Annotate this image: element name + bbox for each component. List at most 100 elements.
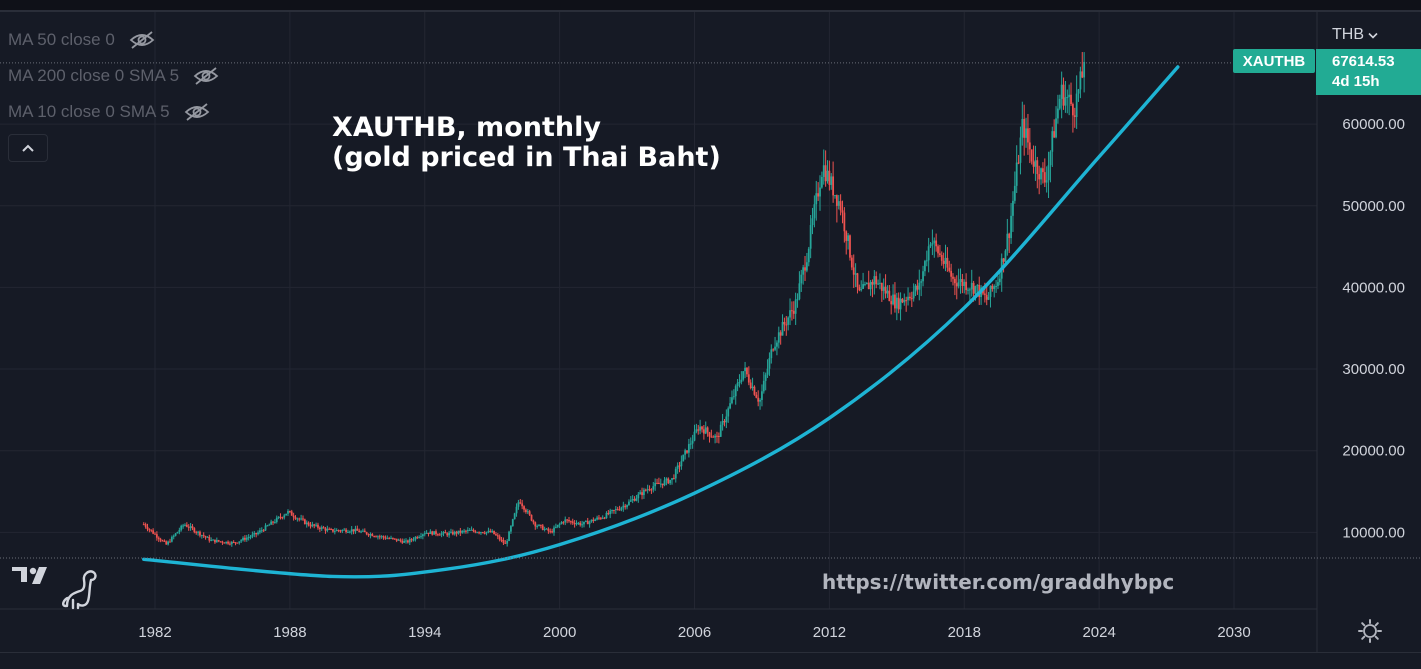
candle-body — [1030, 149, 1033, 162]
candle-body — [245, 537, 248, 540]
candle-body — [813, 204, 816, 219]
candle-body — [466, 530, 469, 532]
candle-body — [517, 502, 520, 507]
candle-body — [1071, 104, 1074, 116]
candle-body — [687, 444, 690, 453]
candle-body — [613, 510, 615, 512]
candle-body — [1043, 172, 1046, 183]
eye-off-icon[interactable] — [193, 66, 219, 86]
candle-body — [152, 530, 155, 534]
x-tick-label: 2024 — [1082, 624, 1115, 641]
candle-body — [420, 536, 422, 538]
candle-body — [358, 530, 361, 533]
candle-body — [746, 367, 748, 375]
candle-body — [530, 514, 533, 521]
last-price-value: 67614.53 — [1332, 53, 1395, 70]
candle-body — [176, 532, 179, 534]
candle-body — [983, 293, 986, 295]
candle-body — [689, 443, 692, 445]
candle-body — [665, 478, 668, 481]
candle-body — [656, 482, 658, 484]
candle-body — [927, 246, 930, 261]
indicator-ma10[interactable]: MA 10 close 0 SMA 5 — [8, 102, 210, 122]
candle-body — [717, 436, 720, 438]
candle-body — [337, 530, 340, 532]
candle-body — [667, 478, 670, 484]
candle-body — [206, 536, 209, 538]
candle-body — [442, 532, 445, 534]
candle-body — [348, 531, 351, 533]
candle-body — [693, 431, 696, 441]
candle-body — [835, 195, 838, 206]
candle-body — [191, 526, 194, 529]
indicator-ma50[interactable]: MA 50 close 0 — [8, 30, 155, 50]
candle-body — [987, 296, 990, 300]
candle-body — [272, 521, 274, 523]
eye-off-icon[interactable] — [184, 102, 210, 122]
candle-body — [195, 532, 198, 534]
symbol-tag: XAUTHB — [1233, 49, 1315, 73]
currency-selector[interactable]: THB — [1332, 26, 1378, 44]
candle-body — [678, 465, 681, 467]
candle-body — [401, 540, 404, 543]
candle-body — [523, 506, 525, 510]
candle-body — [200, 535, 203, 537]
candle-body — [378, 536, 381, 538]
candle-body — [380, 536, 383, 538]
candle-body — [382, 536, 385, 538]
candle-body — [212, 539, 214, 541]
candle-body — [219, 541, 222, 543]
candle-body — [174, 533, 177, 536]
candle-body — [285, 513, 288, 516]
eye-off-icon[interactable] — [129, 30, 155, 50]
candle-body — [300, 518, 303, 520]
chevron-down-icon — [1368, 32, 1378, 39]
candle-body — [539, 524, 542, 526]
candle-body — [480, 532, 482, 534]
candle-body — [470, 529, 473, 531]
candle-body — [639, 492, 642, 495]
candle-body — [781, 321, 784, 336]
candle-body — [345, 529, 347, 533]
candle-body — [819, 187, 821, 197]
candle-body — [802, 267, 805, 275]
candle-body — [629, 500, 632, 502]
candle-body — [624, 505, 627, 508]
candle-body — [189, 526, 192, 528]
x-tick-label: 2012 — [813, 624, 846, 641]
candle-body — [826, 170, 829, 182]
candle-body — [972, 282, 975, 294]
candle-body — [528, 511, 531, 515]
candle-body — [410, 539, 413, 541]
candle-body — [397, 539, 400, 541]
candle-body — [727, 408, 730, 417]
candle-body — [1027, 128, 1029, 143]
candle-body — [451, 531, 454, 535]
candle-body — [481, 532, 484, 534]
candle-body — [287, 511, 289, 514]
candle-body — [659, 483, 662, 485]
candle-body — [373, 536, 376, 538]
candle-body — [221, 541, 224, 543]
candle-body — [907, 296, 909, 301]
candle-body — [916, 285, 919, 290]
candle-body — [672, 478, 675, 480]
candle-body — [1002, 258, 1005, 262]
candle-body — [491, 530, 494, 533]
candle-body — [322, 527, 325, 529]
candle-body — [281, 517, 284, 519]
candle-body — [562, 522, 565, 524]
collapse-indicators-button[interactable] — [8, 134, 48, 162]
indicator-ma200[interactable]: MA 200 close 0 SMA 5 — [8, 66, 219, 86]
candle-body — [1068, 94, 1071, 97]
candle-body — [899, 298, 902, 310]
tradingview-logo[interactable] — [10, 562, 106, 612]
candle-body — [938, 253, 941, 256]
candle-body — [929, 244, 932, 247]
candle-body — [710, 436, 713, 438]
candle-body — [761, 391, 763, 400]
candle-body — [581, 524, 584, 526]
candle-body — [236, 542, 239, 544]
settings-gear-icon[interactable] — [1357, 618, 1383, 644]
